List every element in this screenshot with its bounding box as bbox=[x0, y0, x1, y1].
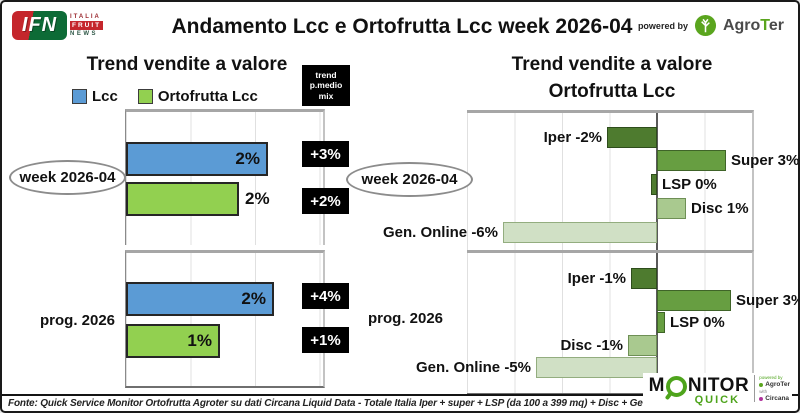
trend-pmedio-mix-header: trend p.medio mix bbox=[302, 65, 350, 106]
source-note: Fonte: Quick Service Monitor Ortofrutta … bbox=[8, 398, 668, 409]
zero-axis bbox=[656, 113, 658, 250]
bar-name-value-label: Gen. Online -6% bbox=[382, 224, 498, 241]
bar-value-label: 2% bbox=[241, 289, 266, 308]
left-week-plot: 2% 2% bbox=[125, 109, 325, 245]
right-chart-title-line1: Trend vendite a valore bbox=[511, 54, 713, 75]
bar-super bbox=[657, 150, 726, 171]
magnifier-icon bbox=[665, 375, 687, 397]
agroter-credit: AgroTer bbox=[759, 381, 790, 388]
bar-disc bbox=[657, 198, 686, 219]
bar-ortofrutta-lcc bbox=[126, 324, 220, 358]
powered-by-label: powered by bbox=[637, 20, 688, 31]
week-oval-right: week 2026-04 bbox=[346, 162, 473, 197]
page-title: Andamento Lcc e Ortofrutta Lcc week 2026… bbox=[171, 15, 633, 38]
callout-week-ortofrutta: +2% bbox=[302, 188, 349, 214]
legend-swatch-lcc bbox=[72, 89, 87, 104]
agroter-logo: powered by AgroTer bbox=[638, 14, 784, 37]
callout-prog-lcc: +4% bbox=[302, 283, 349, 309]
bar-name-value-label: Gen. Online -5% bbox=[415, 359, 531, 376]
prog-label-left: prog. 2026 bbox=[40, 312, 116, 329]
callout-week-lcc: +3% bbox=[302, 141, 349, 167]
bar-lsp bbox=[651, 174, 657, 195]
circana-credit: Circana bbox=[759, 395, 790, 402]
monitor-powered-by-label: powered by bbox=[759, 375, 783, 380]
agroter-wordmark: AgroTer bbox=[722, 16, 784, 34]
bar-lcc bbox=[126, 142, 268, 176]
prog-label-right: prog. 2026 bbox=[368, 310, 444, 327]
agroter-tree-icon bbox=[694, 14, 716, 37]
ifn-logo: IFN ITALIA FRUIT NEWS bbox=[12, 11, 104, 40]
ifn-fruit-label: FRUIT bbox=[70, 21, 104, 30]
bar-name-value-label: Iper -2% bbox=[543, 129, 602, 146]
bar-ortofrutta-lcc bbox=[126, 182, 239, 216]
circana-dot-icon bbox=[759, 396, 764, 401]
bar-iper bbox=[607, 127, 657, 148]
bar-name-value-label: LSP 0% bbox=[670, 314, 725, 331]
legend-item-lcc: Lcc bbox=[72, 88, 118, 105]
bar-name-value-label: LSP 0% bbox=[662, 176, 717, 193]
bar-name-value-label: Super 3% bbox=[731, 152, 800, 169]
bar-super bbox=[657, 290, 731, 311]
bar-name-value-label: Super 3% bbox=[736, 292, 800, 309]
ifn-italia-label: ITALIA bbox=[70, 14, 101, 20]
ifn-logo-box: IFN bbox=[12, 11, 67, 40]
week-oval-left: week 2026-04 bbox=[9, 160, 126, 195]
bar-lcc bbox=[126, 282, 274, 316]
bar-gen-online bbox=[536, 357, 657, 378]
bar-value-label: 1% bbox=[187, 331, 212, 350]
bar-name-value-label: Iper -1% bbox=[567, 270, 626, 287]
ifn-news-label: NEWS bbox=[70, 31, 98, 37]
callout-prog-ortofrutta: +1% bbox=[302, 327, 349, 353]
bar-value-label: 2% bbox=[235, 149, 260, 168]
monitor-wordmark: M NITOR bbox=[648, 375, 750, 397]
monitor-credits: powered by AgroTer with Circana bbox=[754, 375, 790, 402]
bar-lsp bbox=[657, 312, 665, 333]
legend-swatch-ortofrutta-lcc bbox=[137, 89, 153, 104]
agroter-dot-icon bbox=[759, 382, 764, 387]
left-chart-title: Trend vendite a valore bbox=[86, 54, 288, 75]
bar-name-value-label: Disc 1% bbox=[691, 200, 749, 217]
bar-disc bbox=[628, 335, 657, 356]
bar-value-label: 2% bbox=[245, 189, 270, 208]
left-chart-legend: Lcc Ortofrutta Lcc bbox=[72, 88, 258, 105]
legend-label-ortofrutta-lcc: Ortofrutta Lcc bbox=[157, 88, 258, 105]
monitor-with-label: with bbox=[759, 389, 768, 394]
quick-wordmark: QUICK bbox=[694, 394, 741, 406]
right-chart-title-line2: Ortofrutta Lcc bbox=[548, 81, 676, 102]
right-week-plot: Iper -2% Super 3% LSP 0% Disc 1% Gen. Online… bbox=[383, 110, 798, 251]
legend-item-ortofrutta-lcc: Ortofrutta Lcc bbox=[137, 88, 258, 105]
monitor-quick-logo: M NITOR QUICK powered by AgroTer with Cir… bbox=[642, 373, 792, 408]
bar-name-value-label: Disc -1% bbox=[560, 337, 623, 354]
legend-label-lcc: Lcc bbox=[92, 88, 118, 105]
bar-iper bbox=[631, 268, 657, 289]
bar-gen-online bbox=[503, 222, 657, 243]
left-prog-plot: 2% 1% bbox=[125, 250, 325, 388]
footer-divider bbox=[2, 394, 798, 396]
